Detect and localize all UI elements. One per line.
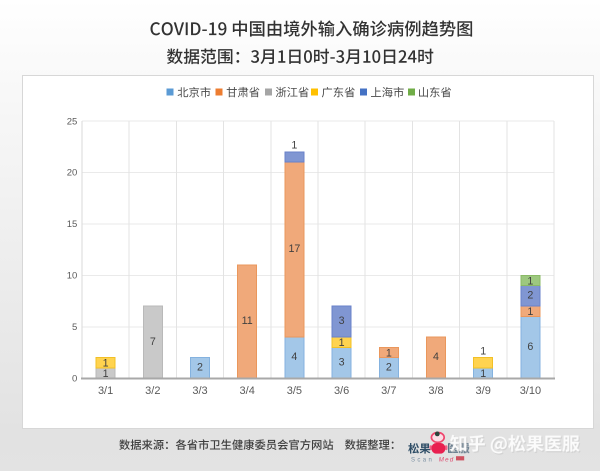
svg-text:25: 25 — [67, 116, 78, 127]
svg-text:Scan: Scan — [411, 457, 434, 463]
svg-text:3/7: 3/7 — [381, 385, 396, 397]
svg-text:1: 1 — [480, 368, 486, 380]
svg-text:1: 1 — [527, 306, 533, 318]
svg-text:11: 11 — [242, 315, 253, 327]
svg-text:1: 1 — [527, 275, 533, 287]
svg-text:3/3: 3/3 — [192, 385, 207, 397]
svg-text:1: 1 — [339, 337, 345, 349]
svg-text:Med: Med — [439, 456, 455, 463]
svg-text:3: 3 — [339, 315, 345, 327]
svg-text:15: 15 — [67, 219, 78, 230]
svg-text:3/9: 3/9 — [476, 385, 491, 397]
svg-text:20: 20 — [67, 168, 78, 179]
svg-text:10: 10 — [67, 271, 78, 282]
svg-text:2: 2 — [197, 362, 203, 374]
svg-text:3/1: 3/1 — [98, 385, 113, 397]
svg-text:2: 2 — [527, 290, 533, 302]
svg-text:7: 7 — [150, 336, 156, 348]
svg-text:3/5: 3/5 — [287, 385, 302, 397]
svg-text:1: 1 — [386, 347, 392, 359]
svg-text:3/4: 3/4 — [240, 385, 255, 397]
svg-text:3: 3 — [339, 356, 345, 368]
svg-text:3/6: 3/6 — [334, 385, 349, 397]
svg-text:0: 0 — [72, 374, 77, 385]
svg-text:1: 1 — [103, 368, 109, 380]
svg-text:17: 17 — [288, 243, 300, 255]
svg-text:3/2: 3/2 — [145, 385, 160, 397]
svg-text:3/10: 3/10 — [520, 385, 541, 397]
svg-text:2: 2 — [386, 362, 392, 374]
svg-text:4: 4 — [291, 351, 297, 363]
svg-text:6: 6 — [527, 341, 533, 353]
svg-text:1: 1 — [480, 345, 486, 357]
svg-text:5: 5 — [72, 322, 77, 333]
svg-text:1: 1 — [103, 358, 109, 370]
svg-text:1: 1 — [291, 140, 297, 152]
svg-text:3/8: 3/8 — [428, 385, 443, 397]
svg-text:4: 4 — [433, 351, 439, 363]
